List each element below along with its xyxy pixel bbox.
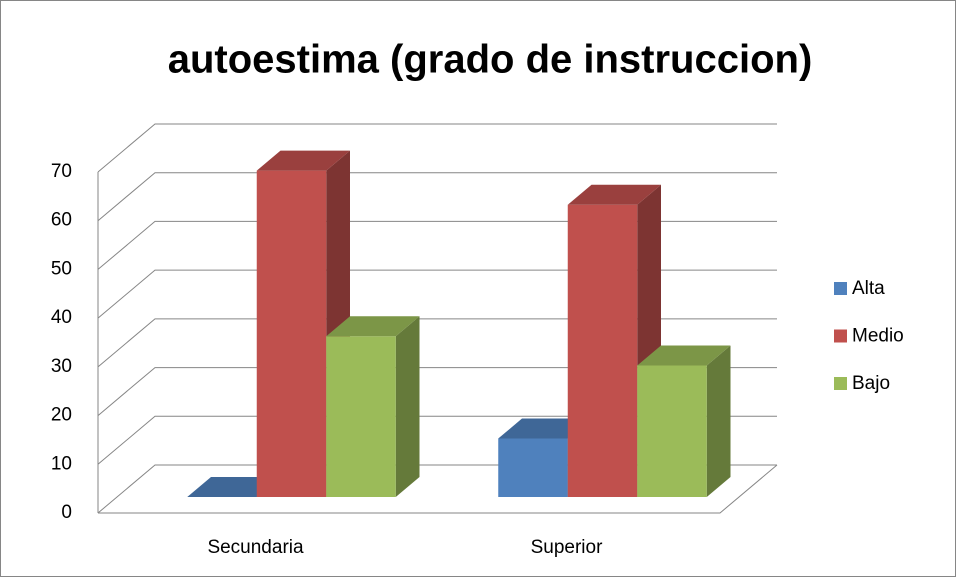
- grid-line: [97, 172, 777, 222]
- bar-top: [256, 150, 350, 171]
- bar-front: [326, 336, 396, 497]
- bar-front: [256, 170, 327, 497]
- bar: [326, 316, 420, 497]
- y-tick-label: 40: [51, 307, 72, 328]
- floor: [98, 464, 778, 514]
- y-tick-label: 50: [51, 258, 72, 279]
- bar-side: [706, 345, 731, 497]
- bar-top: [326, 316, 420, 337]
- bar-top: [637, 345, 731, 366]
- x-tick-label: Superior: [531, 537, 603, 558]
- y-tick-label: 70: [51, 161, 72, 182]
- bar-front: [637, 365, 707, 497]
- bar: [637, 345, 731, 497]
- legend-label: Bajo: [852, 373, 890, 394]
- legend-swatch: [834, 377, 847, 390]
- legend-swatch: [834, 329, 847, 343]
- legend-swatch: [834, 282, 847, 295]
- bar-front: [567, 204, 638, 497]
- chart-title: autoestima (grado de instruccion): [168, 38, 813, 82]
- bar-side: [395, 316, 420, 497]
- bar-top: [567, 184, 661, 205]
- y-tick-label: 60: [51, 210, 72, 231]
- y-tick-label: 0: [61, 502, 72, 523]
- legend-label: Alta: [852, 278, 885, 299]
- legend-label: Medio: [852, 326, 904, 347]
- x-tick-label: Secundaria: [207, 537, 304, 558]
- y-tick-label: 30: [51, 356, 72, 377]
- y-tick-label: 10: [51, 453, 72, 474]
- bar-front: [498, 438, 568, 497]
- y-tick-label: 20: [51, 405, 72, 426]
- grid-line: [97, 123, 777, 173]
